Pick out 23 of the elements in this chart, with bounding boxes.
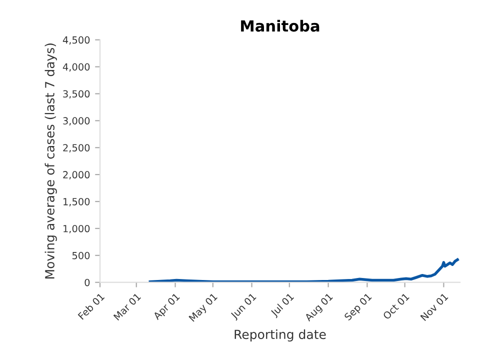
x-tick-label: Jul 01 [270, 292, 296, 318]
y-tick-label: 500 [72, 252, 90, 260]
x-axis-title: Reporting date [234, 329, 326, 342]
x-tick-label: Sep 01 [344, 292, 374, 322]
y-tick-label: 3,000 [63, 117, 90, 126]
x-tick-label: Aug 01 [304, 292, 334, 324]
y-tick-label: 2,500 [63, 144, 90, 152]
y-tick-label: 2,000 [63, 171, 90, 180]
y-tick-label: 4,000 [62, 63, 90, 72]
y-axis-title: Moving average of cases (last 7 days) [44, 44, 57, 278]
x-tick-label: Feb 01 [78, 292, 105, 320]
y-tick-label: 4,500 [62, 36, 90, 45]
chart-title: Manitoba [241, 20, 320, 32]
x-tick-label: Apr 01 [152, 292, 182, 322]
y-tick-label: 1,000 [64, 224, 90, 234]
x-tick-label: Jun 01 [230, 292, 258, 321]
x-tick-label: Mar 01 [113, 292, 142, 321]
y-tick-label: 0 [84, 278, 90, 286]
line-series [148, 258, 459, 282]
y-tick-label: 1,500 [64, 198, 90, 206]
x-tick-label: Nov 01 [420, 292, 448, 322]
x-tick-label: Oct 01 [382, 292, 410, 320]
y-tick-label: 3,500 [63, 90, 90, 99]
